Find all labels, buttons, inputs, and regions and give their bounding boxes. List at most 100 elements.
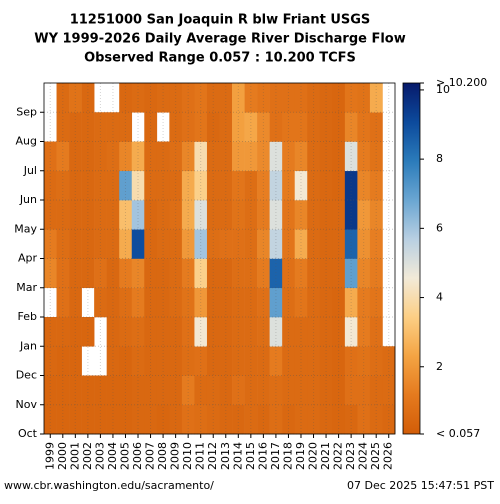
- heat-cell: [206, 258, 220, 289]
- heat-cell: [156, 317, 170, 347]
- heat-cell: [169, 287, 183, 318]
- heat-cell: [156, 346, 170, 376]
- heat-cell: [144, 83, 158, 113]
- heat-cell: [181, 200, 195, 230]
- chart-title: Observed Range 0.057 : 10.200 TCFS: [84, 51, 356, 66]
- heat-cell: [94, 200, 107, 230]
- heat-cell: [206, 170, 220, 201]
- heat-cell: [44, 346, 57, 376]
- heat-cell: [282, 375, 296, 406]
- heat-cell: [369, 229, 383, 259]
- x-tick-label: 2022: [332, 442, 345, 470]
- heat-cell: [169, 83, 183, 113]
- heat-cell: [219, 317, 233, 347]
- heat-cell: [119, 200, 133, 230]
- heat-cell: [332, 200, 346, 230]
- heat-cell: [56, 141, 70, 172]
- colorbar-tick-label: 4: [436, 291, 443, 304]
- heat-cell: [106, 375, 120, 406]
- heat-cell: [56, 287, 70, 318]
- heat-cell: [344, 346, 358, 376]
- heat-cell: [282, 346, 296, 376]
- heat-cell: [332, 375, 346, 406]
- heat-cell: [156, 141, 170, 172]
- heat-cell: [369, 404, 383, 435]
- heat-cell: [232, 346, 245, 376]
- heat-cell: [332, 83, 346, 113]
- colorbar-tick-label: 10: [436, 83, 450, 96]
- heat-cell: [81, 141, 95, 172]
- heat-cell: [219, 83, 233, 113]
- y-tick-label: Jan: [19, 339, 37, 352]
- heat-cell: [144, 317, 158, 347]
- heat-cell: [294, 375, 308, 406]
- x-tick-label: 2025: [369, 442, 382, 470]
- heat-cell: [294, 83, 308, 113]
- heat-cell: [131, 170, 145, 201]
- heat-cell: [181, 317, 195, 347]
- heat-cell: [69, 258, 82, 289]
- heat-cell: [269, 112, 283, 142]
- heat-cell: [257, 317, 270, 347]
- heat-cell: [144, 404, 158, 435]
- heat-cell: [194, 287, 208, 318]
- heat-cell: [56, 346, 70, 376]
- heat-cell: [282, 200, 296, 230]
- heat-cell: [307, 83, 321, 113]
- x-tick-label: 2010: [181, 442, 194, 470]
- heat-cell: [282, 112, 296, 142]
- heat-cell: [244, 317, 258, 347]
- heat-cell: [357, 404, 371, 435]
- heat-cell: [69, 317, 82, 347]
- x-tick-label: 2026: [382, 442, 395, 470]
- heat-cell: [106, 404, 120, 435]
- heat-cell: [344, 404, 358, 435]
- x-tick-label: 2023: [344, 442, 357, 470]
- heat-cell: [269, 229, 283, 259]
- heat-cell: [307, 229, 321, 259]
- heat-cell: [307, 200, 321, 230]
- heat-cell: [244, 200, 258, 230]
- heat-cell: [344, 229, 358, 259]
- heat-cell: [269, 375, 283, 406]
- heat-cell: [44, 170, 57, 201]
- heat-cell: [94, 112, 107, 142]
- heat-cell: [319, 317, 333, 347]
- heat-cell: [307, 141, 321, 172]
- x-tick-label: 2004: [106, 442, 119, 470]
- heat-cell: [156, 287, 170, 318]
- heat-cell: [44, 404, 57, 435]
- heat-cell: [144, 170, 158, 201]
- heat-cell: [257, 200, 270, 230]
- heat-cell: [206, 287, 220, 318]
- chart-title: 11251000 San Joaquin R blw Friant USGS: [70, 13, 371, 28]
- heat-cell: [369, 83, 383, 113]
- heat-cell: [44, 317, 57, 347]
- heat-cell: [369, 258, 383, 289]
- heat-cell: [56, 258, 70, 289]
- heat-cell: [156, 170, 170, 201]
- heat-cell: [119, 287, 133, 318]
- heat-cell: [319, 375, 333, 406]
- heat-cell: [69, 112, 82, 142]
- heat-cell: [257, 141, 270, 172]
- heat-cell: [206, 375, 220, 406]
- heat-cell: [206, 346, 220, 376]
- heat-cell: [169, 346, 183, 376]
- y-tick-label: Jun: [19, 193, 37, 206]
- heat-cell: [94, 258, 107, 289]
- heat-cell: [206, 112, 220, 142]
- x-tick-label: 2008: [156, 442, 169, 470]
- heat-cell: [257, 170, 270, 201]
- heat-cell: [69, 404, 82, 435]
- footer-date: 07 Dec 2025 15:47:51 PST: [347, 479, 494, 492]
- heat-cell: [282, 170, 296, 201]
- heat-cell: [257, 229, 270, 259]
- heat-cell: [119, 258, 133, 289]
- heat-cell: [106, 346, 120, 376]
- heat-cell: [357, 229, 371, 259]
- heat-cell: [382, 346, 396, 376]
- colorbar-tick-label: < 0.057: [436, 427, 480, 440]
- x-tick-label: 2021: [319, 442, 332, 470]
- heat-cell: [94, 287, 107, 318]
